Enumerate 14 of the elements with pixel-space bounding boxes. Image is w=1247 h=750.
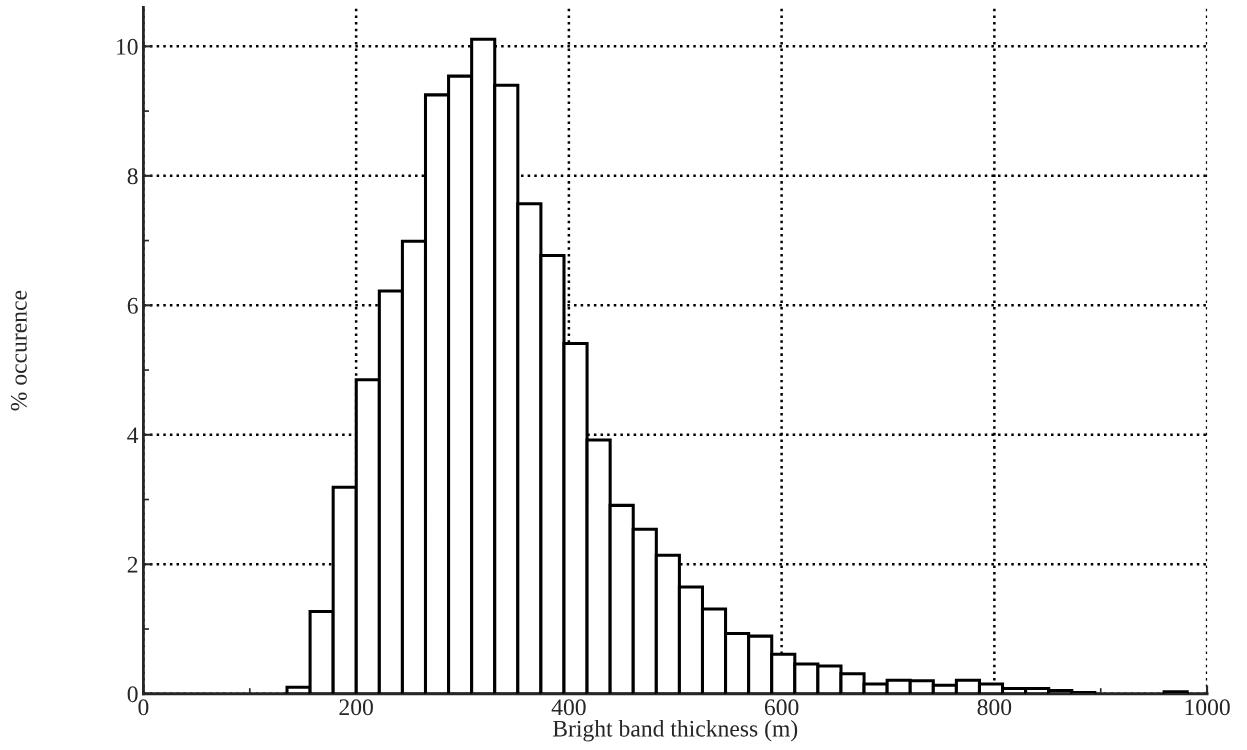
- x-axis-title: Bright band thickness (m): [552, 720, 798, 742]
- x-tick-label: 1000: [1185, 699, 1230, 716]
- x-tick-label: 600: [764, 699, 799, 716]
- x-tick-label: 0: [138, 699, 149, 716]
- y-axis-title: % occurence: [10, 290, 27, 411]
- x-tick-label: 200: [339, 699, 373, 716]
- x-tick-label: 800: [977, 699, 1012, 716]
- y-tick-label: 0: [127, 686, 138, 703]
- x-tick-label: 400: [551, 699, 586, 716]
- y-tick-label: 6: [127, 297, 138, 314]
- y-tick-label: 8: [127, 168, 138, 185]
- y-tick-label: 2: [127, 556, 138, 573]
- y-tick-label: 10: [117, 38, 138, 55]
- y-tick-label: 4: [127, 427, 139, 443]
